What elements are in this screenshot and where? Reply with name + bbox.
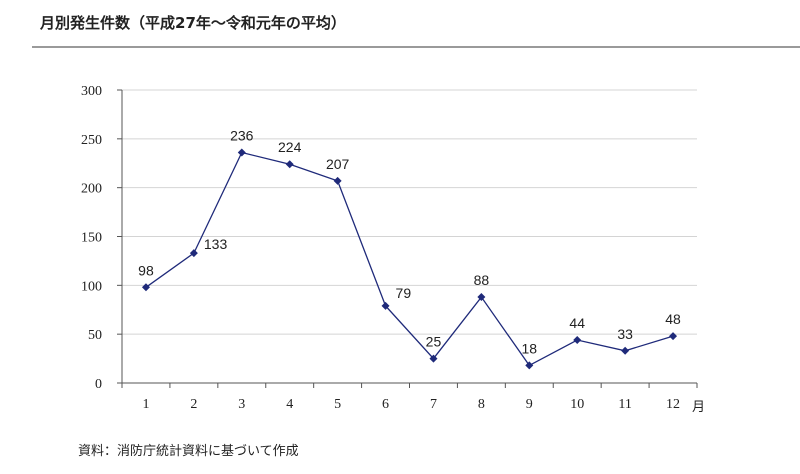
data-label: 98 <box>138 262 154 278</box>
data-label: 18 <box>522 340 538 356</box>
data-point <box>621 346 630 355</box>
data-label: 79 <box>396 285 412 301</box>
x-tick-label: 5 <box>334 397 341 412</box>
data-point <box>189 249 198 258</box>
data-point <box>429 354 438 363</box>
x-axis-ticks: 1 2 3 4 5 6 7 8 9 10 11 12 <box>121 383 698 412</box>
data-label: 25 <box>426 334 442 350</box>
data-point <box>141 283 150 292</box>
source-note: 資料：消防庁統計資料に基づいて作成 <box>78 444 299 459</box>
data-labels: 98 133 236 224 207 79 25 88 18 44 33 48 <box>138 128 681 357</box>
grid-lines <box>122 89 697 335</box>
data-point <box>381 301 390 310</box>
data-label: 224 <box>278 139 302 155</box>
y-tick-label: 200 <box>81 182 102 197</box>
page-title: 月別発生件数（平成27年〜令和元年の平均） <box>40 14 346 32</box>
x-tick-label: 6 <box>382 397 389 412</box>
y-tick-label: 100 <box>81 279 102 294</box>
data-markers <box>141 148 678 370</box>
data-point <box>669 332 678 341</box>
x-tick-label: 8 <box>478 397 485 412</box>
data-label: 207 <box>326 156 350 172</box>
x-tick-label: 4 <box>286 397 293 412</box>
x-tick-label: 1 <box>142 397 149 412</box>
data-point <box>333 176 342 185</box>
data-label: 88 <box>474 272 490 288</box>
x-axis-unit: 月 <box>692 400 705 415</box>
y-tick-label: 50 <box>88 328 102 343</box>
data-point <box>477 293 486 302</box>
y-tick-label: 0 <box>95 377 102 392</box>
data-point <box>573 336 582 345</box>
x-tick-label: 3 <box>238 397 245 412</box>
x-tick-label: 11 <box>618 397 631 412</box>
x-tick-label: 9 <box>526 397 533 412</box>
series-line <box>145 151 674 367</box>
data-point <box>525 361 534 370</box>
data-point <box>237 148 246 157</box>
data-label: 33 <box>617 326 633 342</box>
data-label: 133 <box>204 236 228 252</box>
data-label: 44 <box>569 315 585 331</box>
data-point <box>285 160 294 169</box>
x-tick-label: 7 <box>430 397 437 412</box>
x-tick-label: 10 <box>570 397 584 412</box>
y-tick-label: 150 <box>81 231 102 246</box>
y-tick-label: 300 <box>81 84 102 99</box>
data-label: 48 <box>665 311 681 327</box>
data-label: 236 <box>230 128 254 144</box>
title-divider <box>32 46 800 48</box>
y-tick-label: 250 <box>81 133 102 148</box>
x-tick-label: 12 <box>666 397 680 412</box>
y-axis-ticks: 0 50 100 150 200 250 300 <box>81 84 122 392</box>
x-tick-label: 2 <box>190 397 197 412</box>
